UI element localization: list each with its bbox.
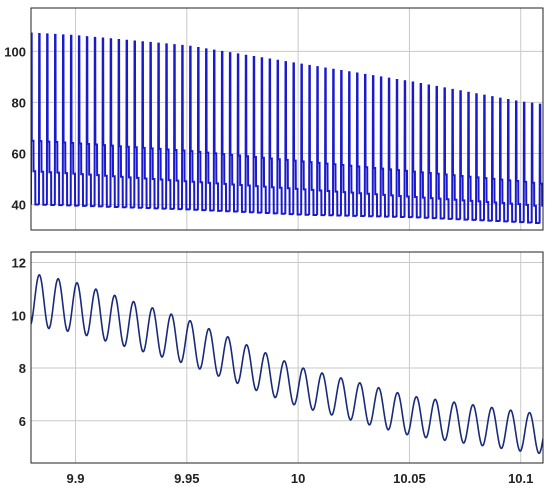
top-pulse-series (31, 32, 543, 224)
top-y-tick-label: 80 (12, 95, 26, 110)
top-y-tick-label: 60 (12, 146, 26, 161)
top-panel: 40 60 80 100 (4, 7, 544, 231)
top-axes-frame (30, 7, 544, 231)
top-y-tick-label: 100 (4, 44, 26, 59)
top-series-line (31, 32, 543, 224)
bot-x-tick-label: 9.95 (174, 471, 199, 486)
bottom-y-tick-labels: 6 8 10 12 (12, 256, 26, 429)
bot-x-tick-label: 9.9 (66, 471, 84, 486)
bot-y-tick-label: 10 (12, 308, 26, 323)
bot-y-tick-label: 8 (19, 361, 26, 376)
bot-x-tick-label: 10.05 (393, 471, 426, 486)
top-y-tick-label: 40 (12, 197, 26, 212)
top-y-tick-labels: 40 60 80 100 (4, 44, 26, 212)
bottom-axes-frame (30, 251, 544, 464)
bot-x-tick-label: 10 (291, 471, 305, 486)
bottom-x-tick-labels: 9.9 9.95 10 10.05 10.1 (66, 471, 533, 486)
bot-x-tick-label: 10.1 (508, 471, 533, 486)
bottom-panel: 6 8 10 12 9.9 9.95 10 10.05 10.1 (12, 251, 544, 486)
top-grid (31, 8, 543, 230)
bottom-oscillation-series (31, 274, 543, 455)
bot-series-line (31, 274, 543, 455)
bot-y-tick-label: 6 (19, 414, 26, 429)
bot-y-tick-label: 12 (12, 256, 26, 271)
